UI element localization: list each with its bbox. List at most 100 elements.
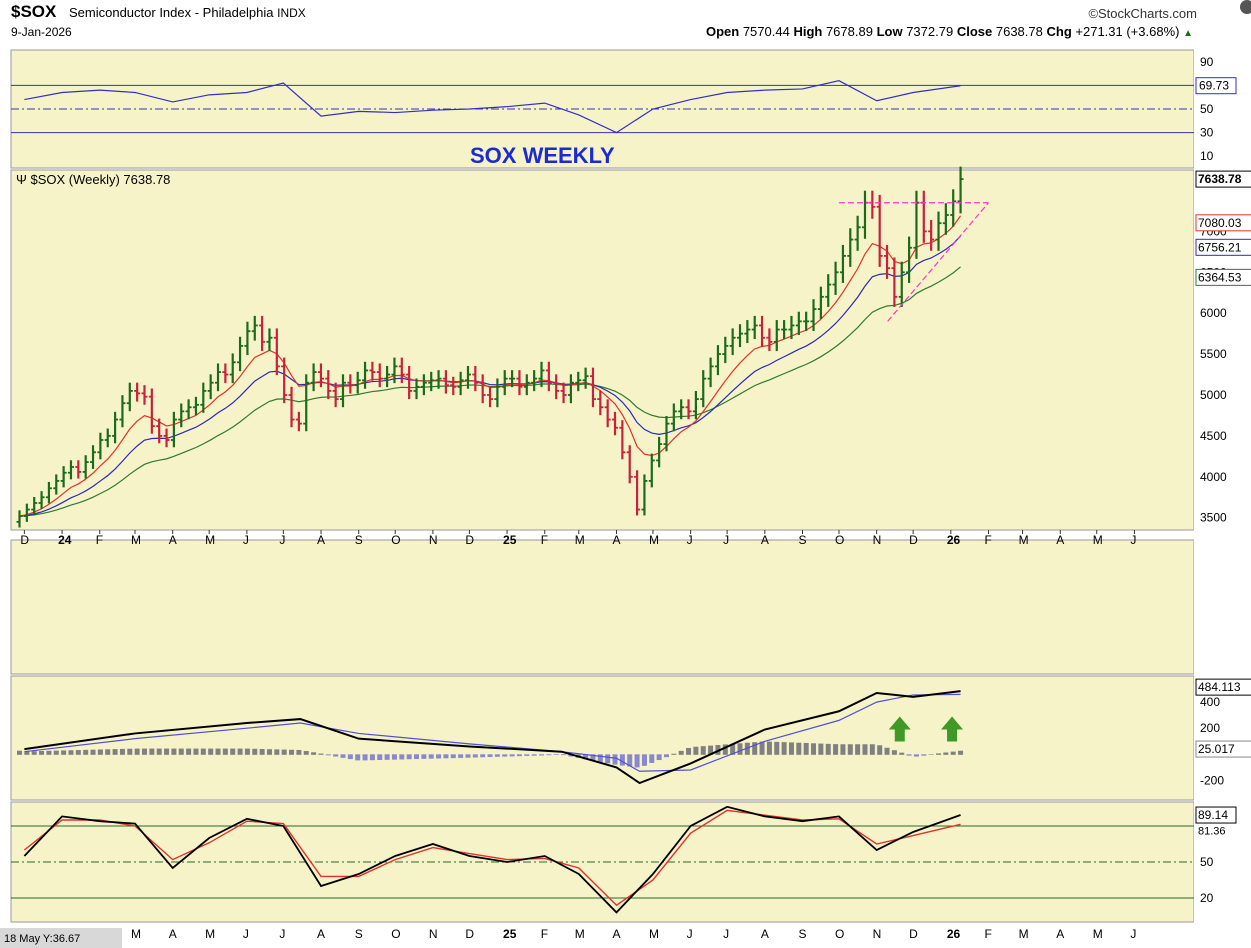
macd-histogram-bar (164, 748, 170, 755)
rsi-tick-label: 30 (1200, 126, 1214, 140)
price-bar (281, 357, 288, 404)
bottom-x-axis-label: O (391, 927, 400, 941)
macd-histogram-bar (627, 754, 633, 767)
price-bar (538, 361, 545, 388)
macd-histogram-bar (90, 749, 96, 755)
price-bar (560, 382, 567, 404)
price-x-axis-label: F (96, 533, 103, 547)
macd-histogram-bar (436, 754, 442, 759)
price-bar (251, 315, 258, 341)
price-bar (192, 396, 199, 416)
price-x-axis-label: A (612, 533, 620, 547)
macd-histogram-bar (318, 753, 324, 755)
macd-histogram-bar (928, 754, 934, 755)
price-bar (501, 370, 508, 396)
macd-histogram-bar (480, 754, 486, 758)
macd-histogram-bar (649, 754, 655, 763)
stochastic-k-label: 89.14 (1198, 808, 1228, 822)
chg-value: +271.31 (+3.68%) (1075, 24, 1180, 39)
macd-histogram-bar (244, 748, 250, 755)
price-bar (722, 336, 729, 364)
buy-signal-arrow-icon (888, 716, 911, 742)
price-bar (648, 453, 655, 488)
price-bar (200, 382, 207, 413)
macd-histogram-bar (355, 754, 361, 761)
bottom-x-axis-label: A (169, 927, 177, 941)
price-bar (38, 491, 45, 510)
macd-histogram-bar (266, 749, 272, 755)
price-bar (744, 320, 751, 344)
rsi-tick-label: 50 (1200, 102, 1214, 116)
price-bar (553, 374, 560, 400)
price-bar (398, 357, 405, 384)
price-bar (60, 466, 67, 488)
macd-histogram-bar (774, 741, 780, 755)
macd-histogram-bar (340, 754, 346, 758)
macd-histogram-bar (766, 741, 772, 755)
price-bar (737, 324, 744, 348)
price-x-axis-label: S (355, 533, 363, 547)
macd-histogram-bar (428, 754, 434, 759)
macd-histogram-bar (333, 754, 339, 757)
macd-histogram-bar (855, 744, 861, 755)
ma-blue-line (19, 235, 961, 517)
macd-histogram-bar (752, 742, 758, 755)
price-bar (310, 363, 317, 392)
rsi-value-label: 69.73 (1199, 79, 1229, 93)
price-bar (788, 315, 795, 340)
macd-histogram-bar (583, 754, 589, 760)
macd-histogram-bar (847, 744, 853, 755)
macd-histogram-bar (737, 743, 743, 755)
price-bar (472, 365, 479, 392)
price-tick-label: 5000 (1200, 388, 1227, 402)
price-x-axis-label: M (131, 533, 141, 547)
price-x-axis-label: 26 (947, 533, 961, 547)
macd-histogram-bar (671, 753, 677, 755)
macd-histogram-bar (83, 749, 89, 755)
price-bar (156, 418, 163, 444)
close-label: Close (956, 24, 993, 39)
price-bar (670, 403, 677, 432)
macd-histogram-bar (884, 747, 890, 755)
chart-canvas: 90 50 30 10 SOX WEEKLY 69.73 3500 4000 4500 5000 5… (0, 42, 1251, 948)
price-tick-label: 3500 (1200, 511, 1227, 525)
macd-histogram-bar (362, 754, 368, 761)
macd-histogram-bar (112, 749, 118, 755)
bottom-x-axis-label: J (279, 927, 285, 941)
macd-histogram-bar (347, 754, 353, 760)
price-value-box (1195, 170, 1251, 188)
macd-histogram-bar (538, 754, 544, 756)
price-x-axis-label: D (465, 533, 474, 547)
price-bar (384, 365, 391, 388)
price-bar (604, 399, 611, 428)
price-x-axis-label: N (429, 533, 438, 547)
price-x-axis-label: F (541, 533, 548, 547)
macd-histogram-bar (546, 754, 552, 756)
settings-icon[interactable] (1240, 0, 1251, 14)
price-x-axis-label: J (687, 533, 693, 547)
source-label: ©StockCharts.com (1088, 6, 1197, 21)
macd-histogram-bar (39, 750, 45, 755)
macd-histogram-bar (796, 742, 802, 755)
bottom-x-axis-label: F (541, 927, 548, 941)
price-bar (369, 361, 376, 381)
macd-histogram-bar (325, 754, 331, 756)
bottom-x-axis-label: A (612, 927, 620, 941)
price-x-axis-label: A (1056, 533, 1064, 547)
price-bar (898, 261, 905, 307)
price-bar (406, 365, 413, 400)
price-x-axis-label: O (835, 533, 844, 547)
price-bar (957, 166, 964, 214)
macd-histogram-bar (369, 754, 375, 761)
price-bar (222, 363, 229, 384)
price-bar (148, 388, 155, 434)
price-bar (347, 374, 354, 394)
price-bar (891, 257, 898, 307)
macd-histogram-bar (678, 750, 684, 755)
macd-histogram-bar (825, 743, 831, 755)
bottom-x-axis-label: F (985, 927, 992, 941)
bottom-x-axis-label: O (835, 927, 844, 941)
price-x-axis-label: A (317, 533, 325, 547)
price-legend: Ψ $SOX (Weekly) 7638.78 (16, 172, 170, 187)
price-bar (487, 386, 494, 408)
